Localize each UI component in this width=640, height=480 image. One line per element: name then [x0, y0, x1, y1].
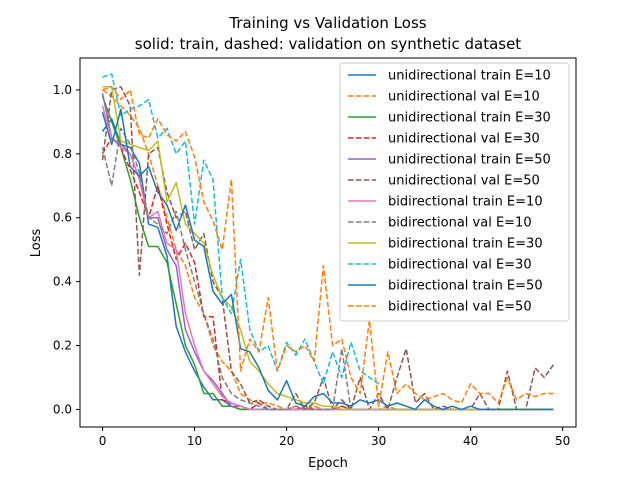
legend-entry: unidirectional val E=50 [388, 174, 540, 189]
x-tick-label: 0 [99, 434, 107, 448]
legend-entry: bidirectional train E=30 [388, 237, 543, 252]
y-axis: 0.0 0.2 0.4 0.6 0.8 1.0 [53, 83, 80, 416]
series-line-11 [101, 108, 554, 411]
legend-entry: unidirectional val E=10 [388, 90, 540, 105]
axes-frame [79, 57, 577, 428]
legend-box [339, 62, 570, 322]
y-tick-label: 0.4 [53, 275, 72, 289]
x-tick-label: 10 [187, 434, 202, 448]
y-tick-label: 0.8 [53, 147, 72, 161]
legend-entry: bidirectional val E=10 [388, 216, 532, 231]
series-line-12 [102, 86, 554, 407]
x-tick-label: 20 [279, 434, 294, 448]
legend-entry: bidirectional train E=10 [388, 195, 543, 210]
plot-area [101, 73, 555, 411]
chart-subtitle: solid: train, dashed: validation on synt… [135, 35, 522, 53]
legend-entry: bidirectional val E=50 [388, 300, 532, 315]
x-axis-label: Epoch [308, 456, 348, 471]
x-tick-label: 50 [555, 434, 570, 448]
legend-entry: unidirectional train E=50 [388, 153, 551, 168]
legend-entry: bidirectional train E=50 [388, 279, 543, 294]
x-tick-label: 30 [371, 434, 386, 448]
y-tick-label: 0.6 [53, 211, 72, 225]
chart-title: Training vs Validation Loss [228, 14, 426, 32]
legend-entry: unidirectional val E=30 [388, 132, 540, 147]
legend-entry: bidirectional val E=30 [388, 258, 532, 273]
y-tick-label: 1.0 [53, 83, 72, 97]
y-axis-label: Loss [29, 229, 44, 258]
x-axis: 0 10 20 30 40 50 [99, 427, 570, 448]
legend-entry: unidirectional train E=30 [388, 111, 551, 126]
x-tick-label: 40 [463, 434, 478, 448]
legend-entry: unidirectional train E=10 [388, 69, 551, 84]
legend: unidirectional train E=10 unidirectional … [339, 62, 570, 322]
y-tick-label: 0.0 [53, 402, 72, 416]
series-line-10 [102, 73, 380, 385]
y-tick-label: 0.2 [53, 339, 72, 353]
